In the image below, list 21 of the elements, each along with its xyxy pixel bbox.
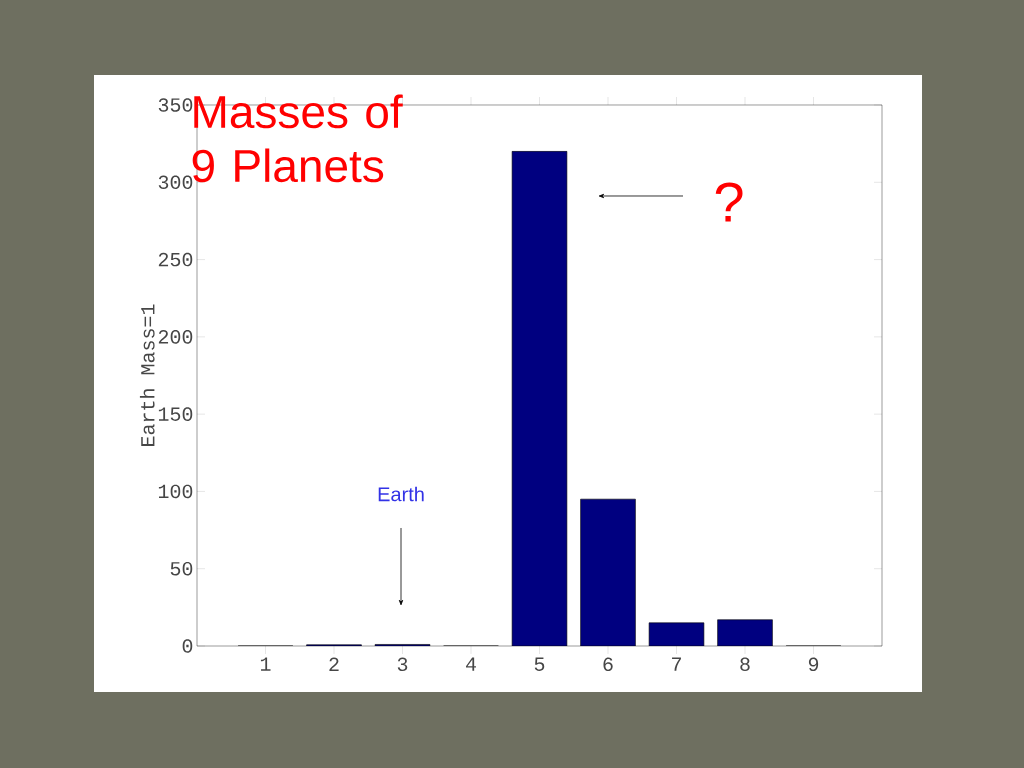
y-tick-label: 100	[158, 484, 193, 499]
chart-title: Masses of 9 Planets	[192, 94, 403, 183]
x-tick-label: 5	[534, 657, 545, 671]
y-tick-label: 200	[158, 330, 193, 344]
annotation: Earth	[378, 486, 424, 502]
x-tick-label: 1	[260, 657, 271, 671]
x-tick-label: 7	[672, 657, 681, 671]
y-tick-label: 50	[170, 561, 193, 576]
x-tick-label: 4	[466, 657, 476, 671]
x-tick-label: 9	[808, 657, 819, 672]
y-tick-label: 150	[158, 407, 193, 421]
x-tick-label: 6	[603, 657, 613, 672]
x-tick-label: 2	[329, 657, 339, 671]
y-tick-label: 350	[158, 98, 193, 112]
x-tick-label: 3	[397, 657, 408, 672]
x-tick-label: 8	[740, 657, 750, 672]
y-tick-label: 300	[158, 175, 193, 190]
annotation: ?	[715, 182, 743, 222]
y-tick-label: 250	[158, 252, 193, 267]
y-tick-label: 0	[182, 639, 193, 653]
y-axis-title: Earth Mass=1	[139, 304, 155, 446]
